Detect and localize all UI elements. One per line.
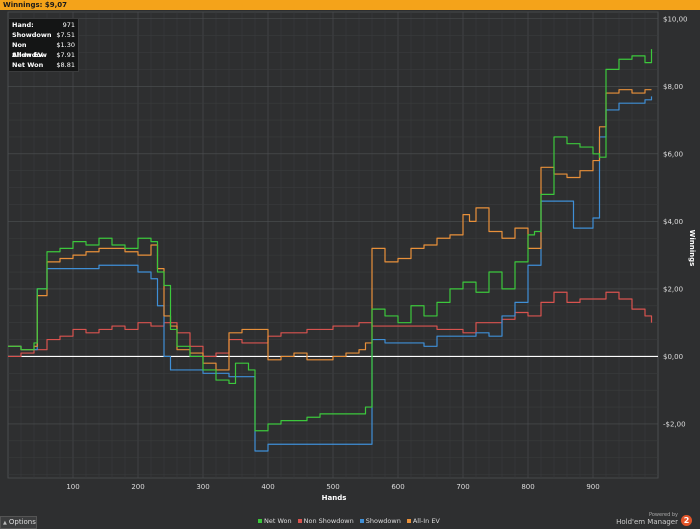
legend-label: All-In EV	[412, 517, 440, 525]
y-tick-label: $10,00	[663, 15, 688, 23]
y-tick-label: $6,00	[663, 150, 683, 158]
summary-label: Non Showdow	[12, 41, 47, 59]
x-tick-label: 900	[586, 483, 599, 491]
legend-swatch-icon	[359, 519, 364, 523]
summary-label: Hand:	[12, 21, 34, 29]
summary-value: $1.30	[56, 41, 75, 49]
summary-label: Net Won	[12, 61, 44, 69]
legend-label: Non Showdown	[303, 517, 354, 525]
chart-legend: Net Won Non Showdown Showdown All-In EV	[258, 517, 440, 525]
legend-swatch-icon	[297, 519, 302, 523]
powered-by-text: Powered by	[649, 512, 678, 518]
y-tick-label: $0,00	[663, 353, 683, 361]
legend-item-net-won[interactable]: Net Won	[258, 517, 292, 525]
y-tick-label: $4,00	[663, 218, 683, 226]
legend-item-showdown[interactable]: Showdown	[359, 517, 401, 525]
legend-label: Showdown	[365, 517, 401, 525]
legend-swatch-icon	[406, 519, 411, 523]
y-tick-label: -$2,00	[663, 420, 686, 428]
series-non-showdown	[8, 291, 653, 358]
legend-item-non-showdown[interactable]: Non Showdown	[297, 517, 354, 525]
hm2-logo-icon: 2	[681, 515, 692, 526]
brand-name: Hold'em Manager	[616, 518, 678, 526]
y-tick-label: $2,00	[663, 285, 683, 293]
x-tick-label: 300	[196, 483, 209, 491]
x-tick-label: 700	[456, 483, 469, 491]
summary-row-net-won: Net Won $8.81	[12, 60, 75, 70]
x-tick-label: 500	[326, 483, 339, 491]
summary-box: Hand: 971 Showdown $7.51 Non Showdow $1.…	[8, 18, 79, 72]
x-axis-label: Hands	[322, 494, 347, 502]
y-axis-label: Winnings	[688, 230, 696, 267]
y-tick-label: $8,00	[663, 83, 683, 91]
summary-value: $7.91	[56, 51, 75, 59]
x-tick-label: 200	[131, 483, 144, 491]
series-net-won	[8, 49, 653, 432]
summary-row-hand: Hand: 971	[12, 20, 75, 30]
series-showdown	[8, 96, 653, 452]
y-axis-ticks: -$2,00 $0,00 $2,00 $4,00 $6,00 $8,00 $10,00	[663, 15, 688, 428]
summary-value: 971	[62, 21, 75, 29]
summary-value: $8.81	[56, 61, 75, 69]
summary-row-all-in-ev: All-In EV $7.91	[12, 50, 75, 60]
chevron-up-icon: ▲	[3, 520, 7, 526]
legend-swatch-icon	[258, 519, 262, 523]
summary-value: $7.51	[56, 31, 75, 39]
options-label: Options	[8, 518, 36, 526]
summary-row-showdown: Showdown $7.51	[12, 30, 75, 40]
x-tick-label: 400	[261, 483, 274, 491]
legend-item-all-in-ev[interactable]: All-In EV	[406, 517, 440, 525]
title-bar: Winnings: $9,07	[0, 0, 700, 10]
chart-grid	[7, 11, 659, 479]
series-layer	[8, 49, 653, 452]
legend-label: Net Won	[264, 517, 292, 525]
x-axis-ticks: 100 200 300 400 500 600 700 800 900	[66, 483, 599, 491]
summary-label: All-In EV	[12, 51, 43, 59]
x-tick-label: 600	[391, 483, 404, 491]
summary-label: Showdown	[12, 31, 52, 39]
x-tick-label: 100	[66, 483, 79, 491]
x-tick-label: 800	[521, 483, 534, 491]
window-title: Winnings: $9,07	[3, 1, 68, 9]
summary-row-non-showdown: Non Showdow $1.30	[12, 40, 75, 59]
series-all-in-ev	[8, 89, 652, 371]
options-button[interactable]: ▲ Options	[0, 516, 37, 529]
